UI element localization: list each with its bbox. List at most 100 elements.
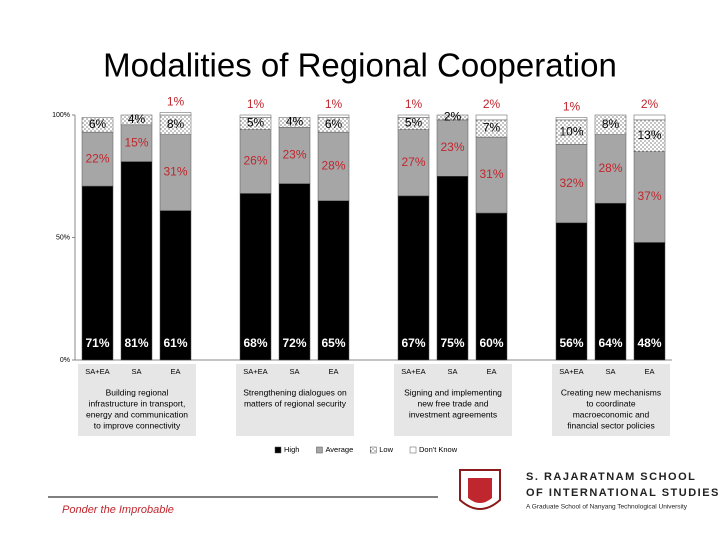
group-label: matters of regional security (244, 398, 347, 408)
data-label: 1% (563, 100, 581, 114)
bar-segment (278, 183, 311, 361)
bar-segment (436, 114, 469, 121)
bar-segment (278, 117, 311, 128)
data-label: 60% (479, 336, 503, 350)
legend-label: Average (325, 445, 353, 454)
data-label: 8% (602, 117, 620, 131)
data-label: 68% (243, 336, 267, 350)
bar-segment (594, 134, 627, 204)
bar-segment (594, 114, 627, 135)
logo-tagline: A Graduate School of Nanyang Technologic… (526, 504, 688, 511)
group-label: Strengthening dialogues on (243, 387, 347, 397)
logo: S. RAJARATNAM SCHOOL OF INTERNATIONAL ST… (459, 469, 720, 511)
data-label: 48% (637, 336, 661, 350)
data-label: 8% (167, 117, 185, 131)
group-label: Creating new mechanisms (561, 387, 661, 397)
group-label: macroeconomic and (573, 409, 650, 419)
crest-shield (468, 478, 492, 503)
bar-segment (239, 129, 272, 194)
data-label: 27% (401, 155, 425, 169)
data-label: 28% (598, 161, 622, 175)
bar-segment (239, 193, 272, 361)
group-label: Signing and implementing (404, 387, 502, 397)
bar-segment (81, 185, 114, 361)
data-label: 64% (598, 336, 622, 350)
group-band (394, 364, 512, 436)
bar-segment (159, 112, 192, 116)
bar-segment (120, 114, 153, 126)
bar-segment (555, 119, 588, 145)
group-label: to improve connectivity (94, 420, 181, 430)
x-tick-label: EA (644, 367, 654, 376)
x-tick-label: SA (605, 367, 615, 376)
legend-swatch (370, 446, 377, 454)
bar-segment (239, 114, 272, 118)
data-label: 26% (243, 154, 267, 168)
bar-segment (633, 151, 666, 243)
group-band (552, 364, 670, 436)
bar-segment (475, 212, 508, 361)
data-label: 5% (247, 116, 265, 130)
data-label: 81% (124, 336, 148, 350)
bar-segment (159, 134, 192, 211)
data-label: 10% (559, 124, 583, 138)
bar-segment (555, 222, 588, 361)
data-label: 67% (401, 336, 425, 350)
x-tick-label: SA+EA (401, 367, 425, 376)
group-band (78, 364, 196, 436)
bar-segment (436, 119, 469, 177)
data-label: 22% (85, 151, 109, 165)
y-tick-label: 50% (56, 234, 70, 241)
data-label: 6% (325, 117, 343, 131)
bar-segment (397, 129, 430, 197)
x-tick-label: EA (328, 367, 338, 376)
data-label: 1% (325, 97, 343, 111)
bar-segment (278, 127, 311, 184)
x-tick-label: SA+EA (243, 367, 267, 376)
group-label: infrastructure in transport, (89, 398, 186, 408)
y-tick-label: 100% (52, 112, 70, 119)
bar-segment (633, 114, 666, 121)
data-label: 6% (89, 117, 107, 131)
data-label: 2% (483, 97, 501, 111)
data-label: 1% (247, 97, 265, 111)
bar-segment (633, 242, 666, 361)
data-label: 2% (641, 97, 659, 111)
group-label: Building regional (106, 387, 169, 397)
bar-segment (317, 131, 350, 201)
data-label: 65% (321, 336, 345, 350)
data-label: 61% (163, 336, 187, 350)
data-label: 2% (444, 110, 462, 124)
slide-title: Modalities of Regional Cooperation (103, 47, 617, 84)
bar-segment (594, 202, 627, 361)
bar-segment (317, 114, 350, 118)
bar-segment (633, 119, 666, 153)
bar-segment (475, 136, 508, 214)
legend-label: Low (379, 445, 393, 454)
bar-segment (317, 200, 350, 361)
bar-segment (555, 117, 588, 121)
bar-segment (555, 144, 588, 224)
data-label: 7% (483, 121, 501, 135)
logo-line: OF INTERNATIONAL STUDIES (526, 487, 720, 499)
data-label: 31% (479, 167, 503, 181)
x-tick-label: EA (486, 367, 496, 376)
data-label: 23% (440, 140, 464, 154)
data-label: 37% (637, 189, 661, 203)
group-label: to coordinate (586, 398, 635, 408)
data-label: 13% (637, 128, 661, 142)
x-tick-label: SA (447, 367, 457, 376)
x-tick-label: EA (170, 367, 180, 376)
bar-segment (120, 124, 153, 162)
data-label: 71% (85, 336, 109, 350)
logo-line: S. RAJARATNAM SCHOOL (526, 471, 696, 483)
x-tick-label: SA (131, 367, 141, 376)
data-label: 31% (163, 165, 187, 179)
bar-segment (120, 161, 153, 361)
legend-label: Don't Know (419, 445, 458, 454)
legend-swatch (409, 446, 417, 454)
group-label: financial sector policies (567, 420, 654, 430)
data-label: 15% (124, 135, 148, 149)
